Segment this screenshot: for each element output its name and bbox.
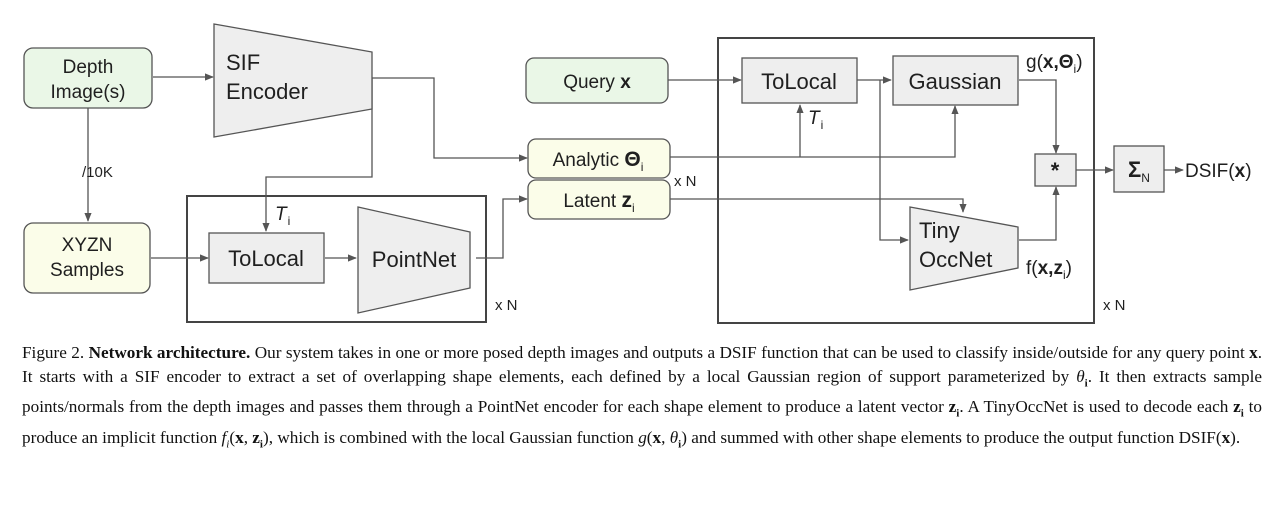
caption-sentence-7: and summed with other shape elements to … [691,428,1175,448]
pointnet-node: PointNet [357,206,471,314]
caption-sentence-4: . A TinyOccNet is used to decode each [959,397,1229,417]
f-function-label: f(x,zi) [1026,258,1072,282]
tolocal-right-label: ToLocal [761,69,837,94]
xn-mid-label: x N [674,173,697,190]
tolocal-left-label: ToLocal [228,246,304,271]
tolocal-left-node: ToLocal [208,232,325,284]
depth-images-label-2: Image(s) [51,82,126,103]
architecture-diagram: Depth Image(s) SIF Encoder /10K XYZN Sam… [23,23,1252,324]
analytic-label: Analytic Θi [553,148,644,174]
gaussian-node: Gaussian [892,55,1019,106]
tiny-occnet-label-1: Tiny [919,218,960,243]
subsample-label: /10K [82,164,113,181]
query-label: Query x [563,72,631,93]
caption-sentence-3: . It then extracts sample points/normals… [22,366,1263,417]
connections [84,73,1184,262]
analytic-node: Analytic Θi [527,138,671,179]
caption-sentence-5: to produce an implicit function [22,397,1263,448]
multiply-label: * [1051,158,1060,183]
caption-sentence-1: Our system takes in one or more posed de… [254,343,1245,362]
t-i-right-label: Ti [808,108,823,132]
caption-figure-label: Figure 2. [22,343,85,362]
figure-caption: Figure 2. Network architecture. Our syst… [22,343,1263,451]
caption-title: Network architecture. [88,343,251,362]
caption-sentence-2: . It starts with a SIF encoder to extrac… [22,343,1263,386]
gaussian-label: Gaussian [909,69,1002,94]
sum-label: ΣN [1128,157,1150,185]
t-i-left-label: Ti [275,204,290,228]
caption-sentence-6: , which is combined with the local Gauss… [268,428,634,448]
tiny-occnet-node: Tiny OccNet [909,206,1019,291]
xn-left-label: x N [495,297,518,314]
sif-encoder-label-2: Encoder [226,79,308,104]
sum-node: ΣN [1113,145,1165,193]
depth-images-node: Depth Image(s) [23,47,153,109]
query-node: Query x [525,57,669,104]
xn-right-label: x N [1103,297,1126,314]
latent-node: Latent zi [527,179,671,220]
sif-encoder-label-1: SIF [226,50,260,75]
xyzn-samples-node: XYZN Samples [23,222,151,294]
decoder-group-frame [717,37,1095,324]
tiny-occnet-label-2: OccNet [919,247,992,272]
dsif-output-label: DSIF(x) [1185,161,1252,182]
sif-encoder-node: SIF Encoder [213,23,373,138]
xyzn-samples-label-1: XYZN [62,235,113,256]
pointnet-label: PointNet [372,247,456,272]
tolocal-right-node: ToLocal [741,57,858,104]
multiply-node: * [1034,153,1077,187]
latent-label: Latent zi [563,189,634,215]
g-function-label: g(x,Θi) [1026,52,1083,76]
depth-images-label-1: Depth [63,57,114,78]
xyzn-samples-label-2: Samples [50,260,124,281]
pointnet-group-frame [186,195,487,323]
